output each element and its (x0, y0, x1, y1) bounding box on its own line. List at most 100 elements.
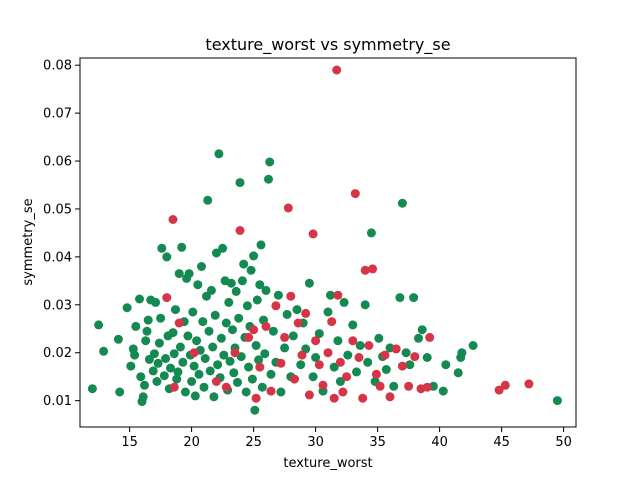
data-point (193, 280, 203, 290)
data-point (174, 318, 184, 328)
y-tick-label: 0.03 (43, 298, 72, 313)
x-tick-label: 45 (493, 435, 510, 450)
data-point (115, 387, 125, 397)
data-point (422, 382, 432, 392)
data-point (206, 285, 216, 295)
data-point (151, 297, 161, 307)
data-point (254, 355, 264, 365)
data-point (153, 358, 163, 368)
data-point (552, 396, 562, 406)
data-point (126, 361, 136, 371)
data-point (311, 336, 321, 346)
data-point (343, 350, 353, 360)
data-point (187, 377, 197, 386)
data-point (87, 384, 97, 394)
data-point (301, 308, 311, 318)
data-point (273, 290, 283, 300)
data-point (221, 318, 231, 328)
data-point (211, 377, 221, 386)
data-point (282, 309, 292, 319)
data-point (266, 369, 276, 379)
data-point (250, 405, 260, 415)
data-point (304, 278, 314, 288)
data-point (177, 242, 187, 252)
data-point (225, 356, 235, 366)
data-point (169, 349, 179, 359)
data-point (180, 387, 190, 397)
data-point (283, 203, 293, 213)
data-point (143, 315, 153, 325)
data-point (296, 360, 306, 370)
data-point (99, 346, 109, 356)
data-point (329, 393, 339, 403)
data-point (293, 318, 303, 328)
data-point (161, 354, 171, 363)
data-point (389, 381, 399, 391)
data-point (318, 380, 328, 390)
data-point (500, 380, 510, 390)
data-point (214, 149, 224, 159)
data-point (360, 265, 370, 275)
data-point (171, 305, 180, 315)
data-point (280, 332, 290, 342)
data-point (524, 379, 534, 389)
data-point (154, 338, 164, 348)
data-point (209, 392, 219, 402)
data-point (249, 251, 259, 261)
x-axis: 15 20 25 30 35 40 45 50 (121, 427, 572, 450)
data-point (213, 360, 223, 370)
data-point (244, 362, 254, 372)
data-point (189, 348, 199, 358)
data-point (364, 341, 374, 350)
data-point (404, 381, 414, 391)
data-point (199, 382, 209, 392)
data-point (368, 264, 378, 274)
data-point (348, 320, 358, 330)
data-point (172, 374, 182, 384)
data-point (169, 382, 179, 392)
data-point (276, 387, 286, 397)
data-point (290, 374, 299, 384)
data-point (358, 393, 368, 403)
data-point (327, 317, 337, 327)
data-point (260, 349, 270, 359)
plot-frame (79, 57, 577, 428)
data-point (425, 332, 435, 342)
data-point (233, 377, 242, 387)
data-point (168, 328, 178, 338)
data-point (210, 310, 220, 320)
data-point (140, 380, 149, 390)
data-point (441, 360, 451, 370)
x-tick-label: 25 (245, 435, 262, 450)
data-point (363, 357, 373, 367)
data-point (354, 353, 364, 362)
data-point (271, 301, 281, 311)
data-point (166, 363, 175, 373)
data-point (342, 372, 352, 382)
data-point (183, 331, 193, 341)
data-point (229, 368, 239, 378)
data-point (335, 357, 345, 367)
y-tick-label: 0.07 (43, 107, 72, 122)
data-point (292, 305, 302, 315)
data-point (395, 293, 405, 303)
data-point (308, 229, 318, 239)
data-point (410, 352, 420, 362)
data-point (297, 350, 307, 360)
data-point (252, 295, 262, 305)
data-point (244, 332, 254, 342)
data-point (329, 362, 339, 372)
data-point (314, 360, 324, 370)
data-point (261, 321, 271, 331)
data-point (197, 262, 206, 271)
data-point (381, 365, 391, 374)
data-point (366, 228, 376, 238)
data-point (308, 372, 318, 382)
data-point (338, 387, 348, 397)
data-point (339, 297, 349, 307)
data-point (189, 361, 199, 371)
data-point (280, 343, 290, 353)
data-point (122, 303, 132, 313)
data-point (203, 195, 213, 205)
